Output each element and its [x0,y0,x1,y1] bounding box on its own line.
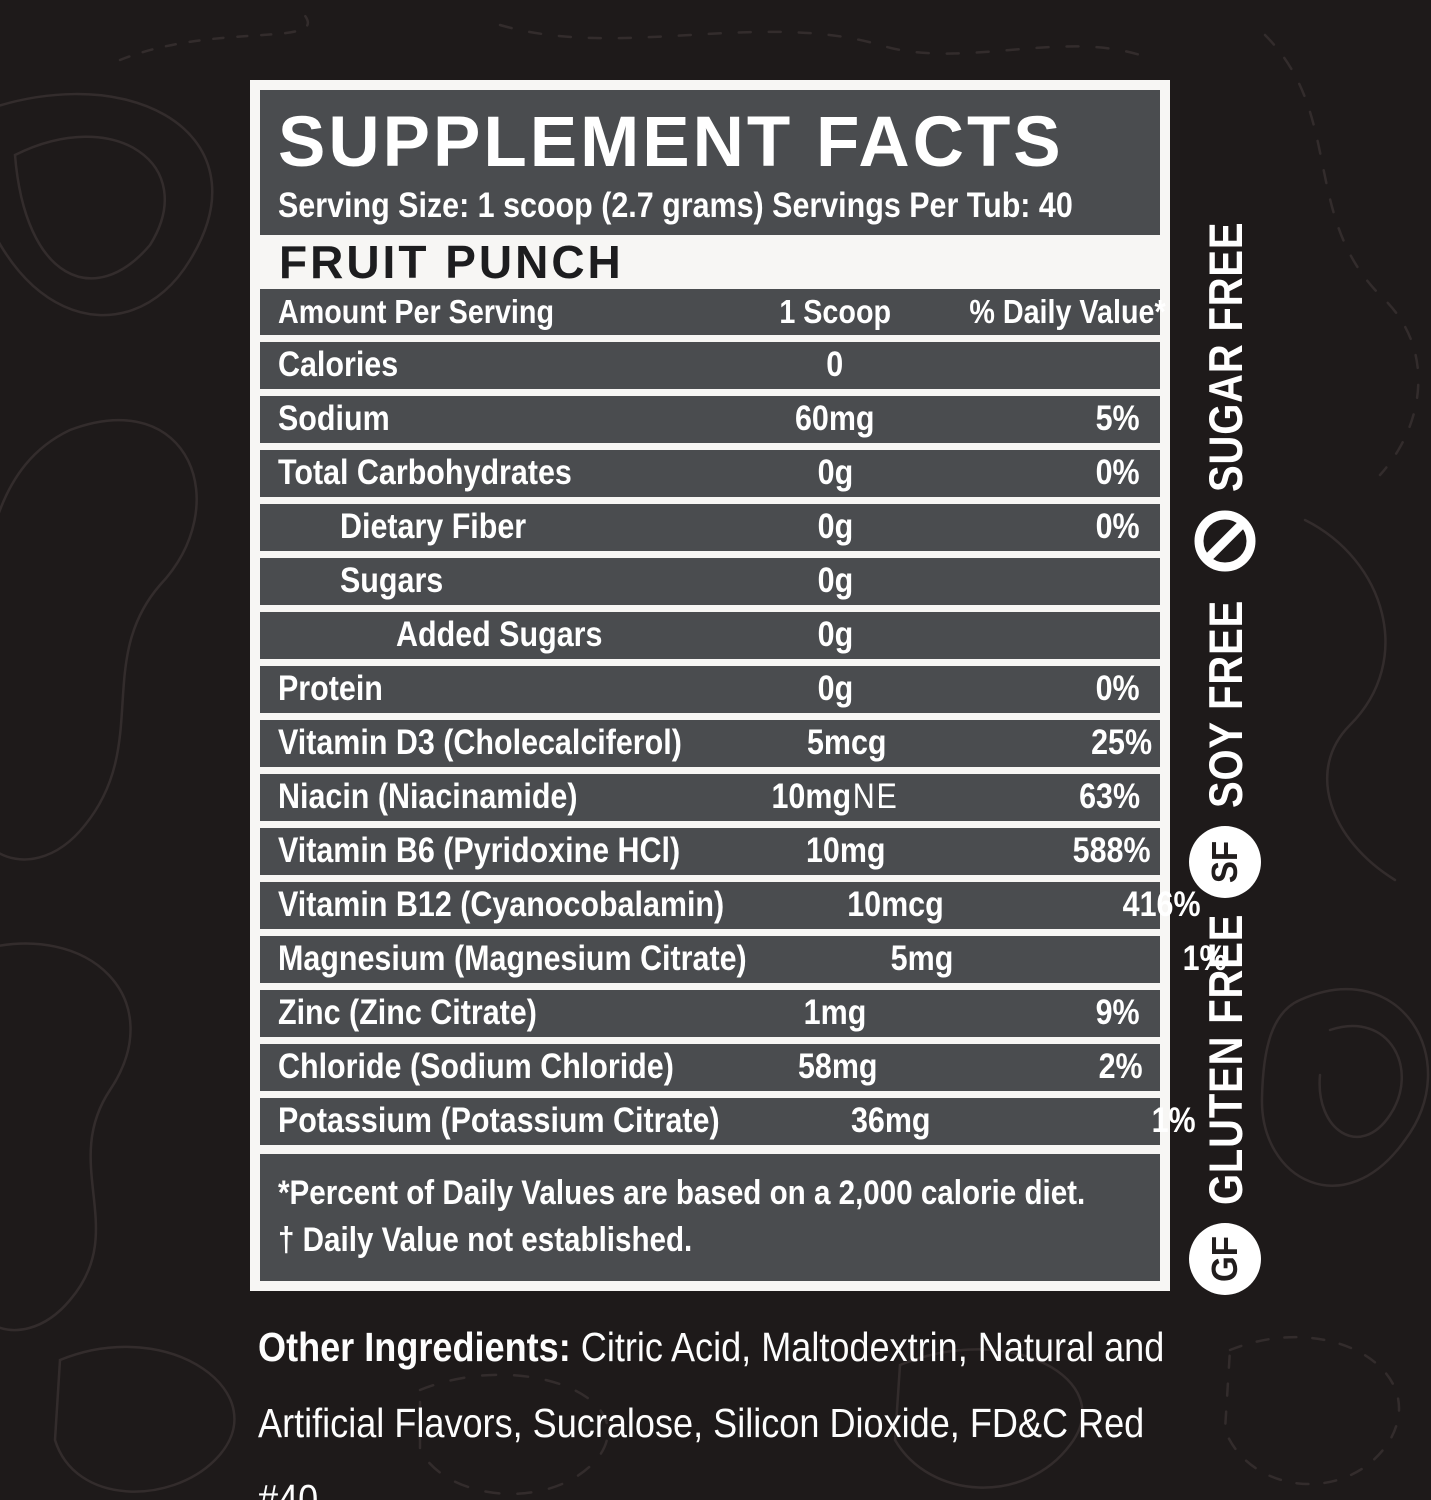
table-row: Niacin (Niacinamide) 10mgNE 63% [260,773,1160,821]
soy-free-badge: SF SOY FREE [1189,600,1261,898]
nutrient-name: Sodium [278,399,390,439]
nutrient-amount: 0g [817,453,853,493]
sugar-free-label: SUGAR FREE [1198,221,1252,492]
sf-badge-icon: SF [1189,826,1261,898]
table-row: Sugars 0g [260,557,1160,605]
gluten-free-badge: GF GLUTEN FREE [1189,914,1261,1295]
nutrient-daily-value: 63% [1079,777,1140,817]
table-row: Potassium (Potassium Citrate) 36mg 1% [260,1097,1196,1145]
nutrient-amount: 10mg [771,777,852,817]
nutrient-amount-suffix: NE [852,777,899,817]
nutrient-name: Vitamin D3 (Cholecalciferol) [278,723,682,763]
table-row: Calories 0 [260,341,1160,389]
table-row: Vitamin D3 (Cholecalciferol) 5mcg 25% [260,719,1160,767]
nutrient-name: Calories [278,345,399,385]
flavor-name: FRUIT PUNCH [279,236,624,288]
footnote-daily-values: *Percent of Daily Values are based on a … [278,1173,1086,1212]
table-row: Zinc (Zinc Citrate) 1mg 9% [260,989,1160,1037]
nutrient-amount: 60mg [795,399,875,439]
serving-size-line: Serving Size: 1 scoop (2.7 grams) Servin… [278,185,1073,225]
gf-badge-icon: GF [1189,1223,1261,1295]
facts-rows: Calories 0 Sodium 60mg 5% Total Carbohyd… [260,335,1227,1145]
footnote-not-established: † Daily Value not established. [278,1221,693,1260]
nutrient-amount: 0 [826,345,844,385]
table-row: Sodium 60mg 5% [260,395,1160,443]
table-row: Vitamin B12 (Cyanocobalamin) 10mcg 416% [260,881,1201,929]
soy-free-label: SOY FREE [1198,599,1252,808]
no-sign-icon [1194,510,1256,572]
column-scoop: 1 Scoop [779,292,891,330]
table-row: Total Carbohydrates 0g 0% [260,449,1160,497]
column-amount-per-serving: Amount Per Serving [278,292,554,330]
table-row: Protein 0g 0% [260,665,1160,713]
nutrient-amount: 0g [817,561,853,601]
nutrient-daily-value: 9% [1095,993,1140,1033]
nutrient-amount: 36mg [850,1101,931,1141]
facts-header: SUPPLEMENT FACTS Serving Size: 1 scoop (… [260,90,1160,235]
table-row: Added Sugars 0g [260,611,1160,659]
nutrient-daily-value: 2% [1098,1047,1143,1087]
table-row: Vitamin B6 (Pyridoxine HCl) 10mg 588% [260,827,1160,875]
nutrient-amount: 5mg [890,939,954,979]
nutrient-amount: 10mg [805,831,886,871]
nutrient-name: Zinc (Zinc Citrate) [278,993,537,1033]
nutrient-daily-value: 0% [1095,507,1140,547]
nutrient-daily-value: 0% [1095,669,1140,709]
nutrient-daily-value: 1% [1151,1101,1196,1141]
flavor-band: FRUIT PUNCH [260,235,1160,289]
nutrient-name: Niacin (Niacinamide) [278,777,578,817]
nutrient-name: Magnesium (Magnesium Citrate) [278,939,747,979]
nutrient-amount: 58mg [798,1047,878,1087]
table-row: Magnesium (Magnesium Citrate) 5mg 1% [260,935,1227,983]
nutrient-name: Vitamin B12 (Cyanocobalamin) [278,885,725,925]
table-row: Chloride (Sodium Chloride) 58mg 2% [260,1043,1160,1091]
nutrient-name: Chloride (Sodium Chloride) [278,1047,674,1087]
other-ingredients: Other Ingredients: Citric Acid, Maltodex… [258,1310,1164,1500]
column-daily-value: % Daily Value* [969,292,1166,330]
nutrient-name: Potassium (Potassium Citrate) [278,1101,720,1141]
nutrient-amount: 1mg [803,993,867,1033]
nutrient-daily-value: 25% [1091,723,1153,763]
nutrient-daily-value: 1% [1182,939,1227,979]
nutrient-name: Vitamin B6 (Pyridoxine HCl) [278,831,681,871]
nutrient-daily-value: 416% [1122,885,1201,925]
nutrient-amount: 10mcg [847,885,945,925]
supplement-facts-panel: SUPPLEMENT FACTS Serving Size: 1 scoop (… [250,80,1227,1291]
nutrient-daily-value: 588% [1072,831,1151,871]
nutrient-name: Added Sugars [396,615,603,655]
nutrient-daily-value: 0% [1095,453,1140,493]
gluten-free-label: GLUTEN FREE [1198,913,1252,1205]
footnote-box: *Percent of Daily Values are based on a … [260,1153,1160,1281]
nutrient-amount: 5mcg [807,723,887,763]
nutrient-daily-value: 5% [1095,399,1140,439]
nutrient-name: Dietary Fiber [340,507,527,547]
other-ingredients-text: Citric Acid, Maltodextrin, Natural and A… [258,1324,1165,1500]
other-ingredients-label: Other Ingredients: [258,1324,571,1370]
sugar-free-badge: SUGAR FREE [1192,222,1258,572]
nutrient-amount: 0g [817,507,853,547]
nutrient-name: Total Carbohydrates [278,453,572,493]
nutrient-name: Sugars [340,561,444,601]
nutrient-amount: 0g [817,669,853,709]
nutrient-name: Protein [278,669,383,709]
nutrient-amount: 0g [817,615,853,655]
facts-title: SUPPLEMENT FACTS [278,103,1064,182]
table-column-header: Amount Per Serving 1 Scoop % Daily Value… [260,289,1166,335]
table-row: Dietary Fiber 0g 0% [260,503,1160,551]
